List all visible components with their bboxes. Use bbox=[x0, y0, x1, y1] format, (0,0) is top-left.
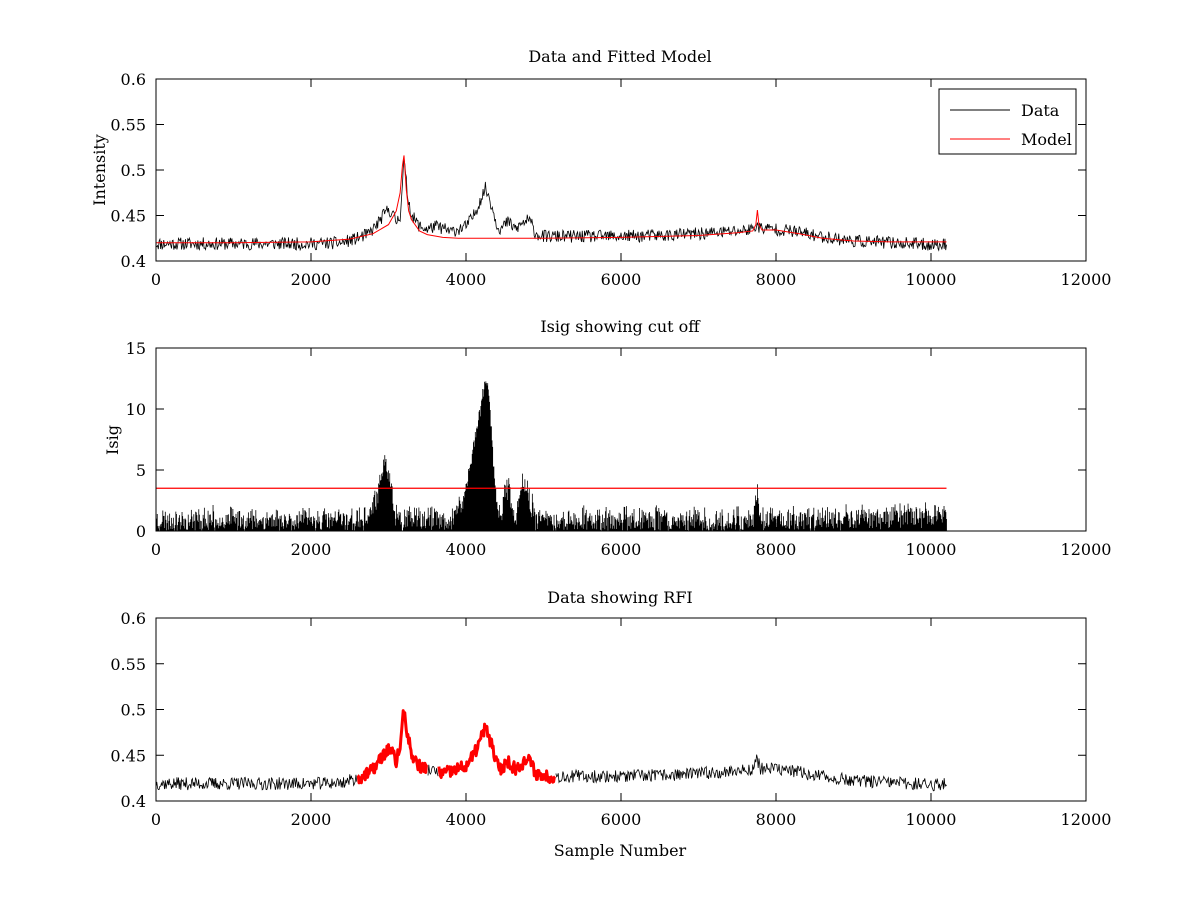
x-tick-label: 12000 bbox=[1061, 540, 1112, 559]
panel3-ticks: 0 2000 4000 6000 8000 10000 12000 0.4 0.45 0.5 0.5… bbox=[110, 609, 1111, 829]
x-tick-label: 4000 bbox=[446, 810, 487, 829]
p3-series-data bbox=[156, 754, 947, 792]
panel3-plot-area bbox=[156, 709, 947, 792]
x-tick-label: 4000 bbox=[446, 540, 487, 559]
x-tick-label: 10000 bbox=[906, 540, 957, 559]
panel1-plot-area bbox=[156, 155, 947, 252]
y-tick-label: 0.5 bbox=[121, 161, 146, 180]
panel-isig-showing-cut-off: Isig showing cut off Isig 0 2000 4000 6000 8… bbox=[103, 317, 1111, 559]
panel1-ticks: 0 2000 4000 6000 8000 10000 12000 0.4 0.45 0.5 0.5… bbox=[110, 70, 1111, 289]
x-tick-label: 12000 bbox=[1061, 810, 1112, 829]
panel-data-and-fitted-model: Data and Fitted Model Intensity 0 2000 400… bbox=[90, 47, 1111, 289]
legend-box bbox=[938, 88, 1077, 155]
x-tick-label: 10000 bbox=[906, 810, 957, 829]
p1-series-group bbox=[156, 155, 947, 252]
panel1-ylabel: Intensity bbox=[90, 134, 109, 206]
panel2-ylabel: Isig bbox=[103, 425, 122, 455]
legend-model-label: Model bbox=[1021, 130, 1072, 149]
x-tick-label: 6000 bbox=[601, 270, 642, 289]
y-tick-label: 0.45 bbox=[110, 746, 146, 765]
y-tick-label: 0.5 bbox=[121, 701, 146, 720]
panel2-title: Isig showing cut off bbox=[540, 317, 701, 336]
p1-series-data bbox=[156, 158, 947, 252]
panel2-plot-area bbox=[156, 381, 947, 531]
p3-series-rfi-flagged bbox=[356, 709, 557, 785]
panel3-xlabel: Sample Number bbox=[554, 841, 687, 860]
x-tick-label: 0 bbox=[151, 540, 161, 559]
panel1-title: Data and Fitted Model bbox=[528, 47, 711, 66]
y-tick-label: 0.55 bbox=[110, 116, 146, 135]
p2-series-isig bbox=[156, 381, 947, 531]
y-tick-label: 0.4 bbox=[121, 252, 146, 271]
y-tick-label: 5 bbox=[136, 461, 146, 480]
x-tick-label: 6000 bbox=[601, 810, 642, 829]
panel1-axes-box bbox=[155, 78, 1087, 262]
x-tick-label: 8000 bbox=[756, 270, 797, 289]
y-tick-label: 0.55 bbox=[110, 655, 146, 674]
p1-series-model bbox=[156, 155, 947, 244]
panel1-legend: Data Model bbox=[938, 88, 1077, 155]
x-tick-label: 8000 bbox=[756, 540, 797, 559]
legend-data-label: Data bbox=[1021, 101, 1060, 120]
x-tick-label: 2000 bbox=[291, 270, 332, 289]
x-tick-label: 2000 bbox=[291, 810, 332, 829]
y-tick-label: 0 bbox=[136, 522, 146, 541]
panel-data-showing-rfi: Data showing RFI Sample Number 0 2000 4000… bbox=[110, 588, 1111, 860]
y-tick-label: 0.45 bbox=[110, 207, 146, 226]
x-tick-label: 12000 bbox=[1061, 270, 1112, 289]
x-tick-label: 0 bbox=[151, 810, 161, 829]
p3-series-group bbox=[156, 709, 947, 792]
p2-series-group bbox=[156, 381, 947, 531]
panel3-title: Data showing RFI bbox=[547, 588, 692, 607]
y-tick-label: 0.4 bbox=[121, 792, 146, 811]
panel2-ticks: 0 2000 4000 6000 8000 10000 12000 0 5 10 15 bbox=[126, 339, 1112, 559]
y-tick-label: 0.6 bbox=[121, 609, 146, 628]
y-tick-label: 0.6 bbox=[121, 70, 146, 89]
x-tick-label: 8000 bbox=[756, 810, 797, 829]
y-tick-label: 10 bbox=[126, 400, 146, 419]
x-tick-label: 0 bbox=[151, 270, 161, 289]
x-tick-label: 2000 bbox=[291, 540, 332, 559]
panel2-axes-box bbox=[155, 347, 1087, 532]
x-tick-label: 4000 bbox=[446, 270, 487, 289]
y-tick-label: 15 bbox=[126, 339, 146, 358]
panel3-axes-box bbox=[155, 617, 1087, 802]
x-tick-label: 6000 bbox=[601, 540, 642, 559]
x-tick-label: 10000 bbox=[906, 270, 957, 289]
